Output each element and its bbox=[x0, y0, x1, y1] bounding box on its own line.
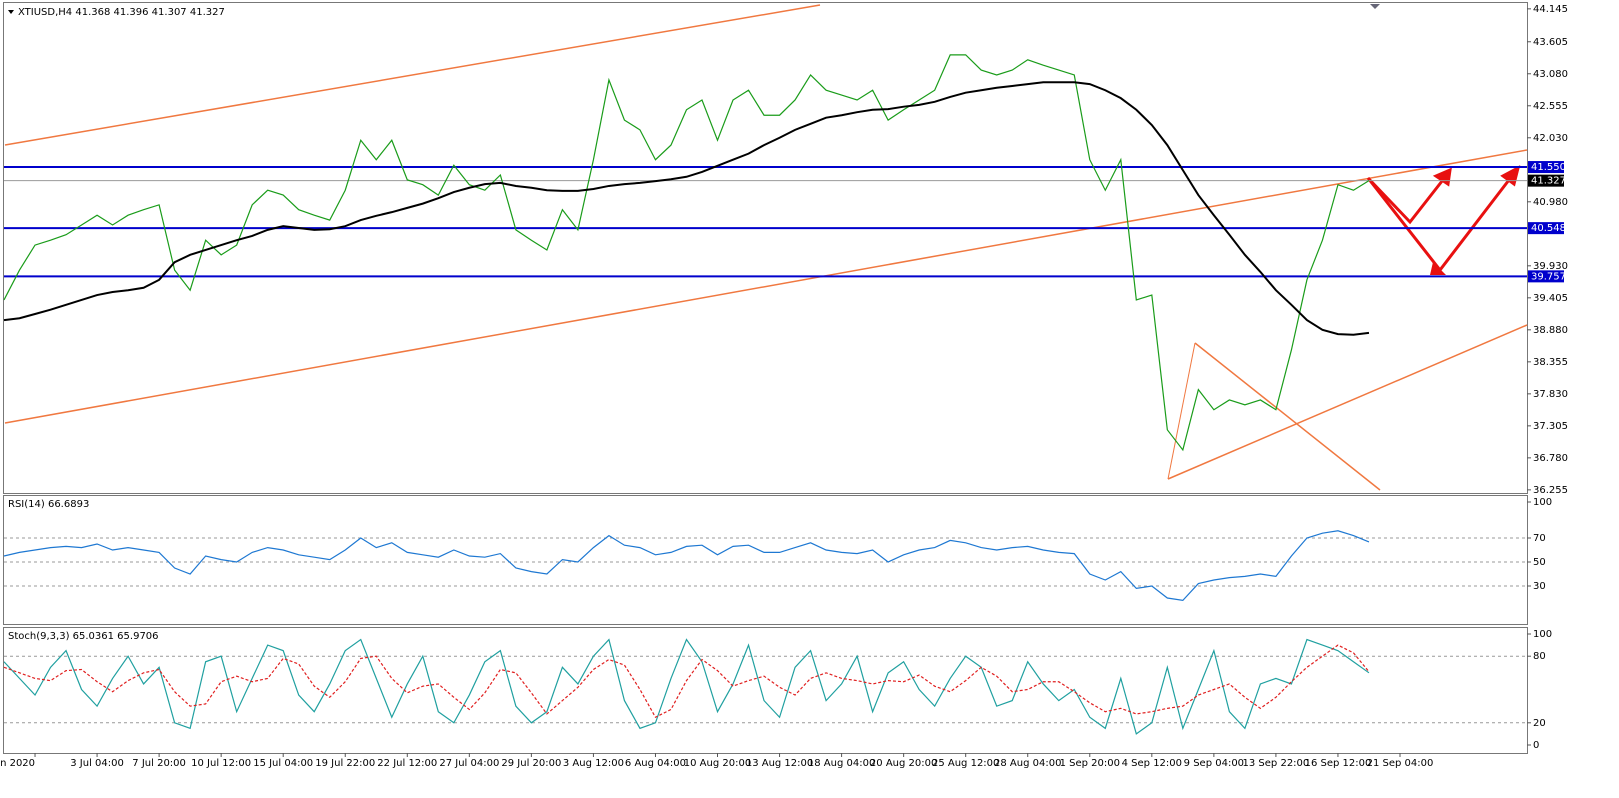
arrowhead bbox=[1430, 262, 1446, 275]
x-tick-label: 6 Aug 04:00 bbox=[625, 758, 686, 769]
x-tick-label: 29 Jul 20:00 bbox=[501, 758, 561, 769]
y-tick-label: 38.880 bbox=[1533, 325, 1568, 336]
x-tick-label: 3 Jul 04:00 bbox=[70, 758, 124, 769]
x-tick-label: 27 Jul 04:00 bbox=[439, 758, 499, 769]
y-tick-label: 30 bbox=[1533, 581, 1546, 592]
title-marker bbox=[8, 10, 14, 14]
x-tick-label: 10 Aug 20:00 bbox=[684, 758, 751, 769]
trend-line bbox=[1194, 342, 1381, 491]
series-line bbox=[3, 81, 1370, 336]
x-tick-label: 1 Sep 20:00 bbox=[1060, 758, 1120, 769]
x-tick-label: 25 Aug 12:00 bbox=[932, 758, 999, 769]
x-tick-label: 4 Sep 12:00 bbox=[1122, 758, 1182, 769]
y-tick-label: 20 bbox=[1533, 718, 1546, 729]
series-line bbox=[3, 644, 1370, 719]
x-tick-label: 21 Sep 04:00 bbox=[1367, 758, 1434, 769]
x-tick-label: 13 Sep 22:00 bbox=[1243, 758, 1310, 769]
y-tick-label: 38.355 bbox=[1533, 357, 1568, 368]
level-label-bg bbox=[1528, 222, 1564, 235]
x-tick-label: 15 Jul 04:00 bbox=[253, 758, 313, 769]
arrow-path bbox=[1366, 175, 1448, 225]
x-tick-label: 18 Aug 04:00 bbox=[808, 758, 875, 769]
x-tick-label: 16 Sep 12:00 bbox=[1305, 758, 1372, 769]
main-panel bbox=[3, 2, 1528, 494]
y-tick-label: 100 bbox=[1533, 497, 1552, 508]
trend-line bbox=[4, 149, 1528, 424]
chart-title: XTIUSD,H4 41.368 41.396 41.307 41.327 bbox=[18, 7, 225, 18]
x-tick-label: 22 Jul 12:00 bbox=[377, 758, 437, 769]
arrows bbox=[1366, 165, 1521, 275]
x-tick-label: 20 Aug 20:00 bbox=[870, 758, 937, 769]
y-tick-label: 100 bbox=[1533, 629, 1552, 640]
stoch-panel bbox=[3, 627, 1528, 754]
series-line bbox=[3, 54, 1370, 452]
level-label: 39.757 bbox=[1531, 271, 1566, 282]
y-tick-label: 80 bbox=[1533, 651, 1546, 662]
shift-marker bbox=[1370, 4, 1380, 9]
trend-line bbox=[1167, 342, 1196, 480]
level-label: 40.548 bbox=[1531, 223, 1566, 234]
stoch-title: Stoch(9,3,3) 65.0361 65.9706 bbox=[8, 631, 159, 642]
level-label-bg bbox=[1528, 161, 1564, 174]
y-tick-label: 36.780 bbox=[1533, 453, 1568, 464]
x-tick-label: 10 Jul 12:00 bbox=[191, 758, 251, 769]
series-line bbox=[3, 638, 1370, 735]
level-label-bg bbox=[1528, 270, 1564, 283]
level-label-bg bbox=[1528, 174, 1564, 187]
x-tick-label: 19 Jul 22:00 bbox=[315, 758, 375, 769]
y-tick-label: 39.930 bbox=[1533, 261, 1568, 272]
y-tick-label: 50 bbox=[1533, 557, 1546, 568]
rsi-panel bbox=[3, 495, 1528, 625]
y-tick-label: 70 bbox=[1533, 533, 1546, 544]
y-tick-label: 39.405 bbox=[1533, 293, 1568, 304]
y-tick-label: 37.305 bbox=[1533, 421, 1568, 432]
y-tick-label: 36.255 bbox=[1533, 485, 1568, 496]
x-tick-label: 7 Jul 20:00 bbox=[132, 758, 186, 769]
y-tick-label: 0 bbox=[1533, 740, 1539, 751]
arrowhead bbox=[1500, 165, 1521, 187]
trend-line bbox=[1167, 324, 1528, 480]
level-label: 41.550 bbox=[1531, 162, 1566, 173]
y-tick-label: 43.080 bbox=[1533, 69, 1568, 80]
x-tick-label: 3 Aug 12:00 bbox=[563, 758, 624, 769]
trend-line bbox=[4, 4, 821, 146]
drawings bbox=[4, 4, 1528, 491]
y-tick-label: 40.980 bbox=[1533, 197, 1568, 208]
x-tick-label: 28 Aug 04:00 bbox=[994, 758, 1061, 769]
x-tick-label: 13 Aug 12:00 bbox=[746, 758, 813, 769]
y-tick-label: 42.555 bbox=[1533, 101, 1568, 112]
y-tick-label: 44.145 bbox=[1533, 4, 1568, 15]
rsi-title: RSI(14) 66.6893 bbox=[8, 499, 89, 510]
y-tick-label: 37.830 bbox=[1533, 389, 1568, 400]
y-tick-label: 43.605 bbox=[1533, 37, 1568, 48]
x-tick-label: 9 Sep 04:00 bbox=[1184, 758, 1244, 769]
level-label: 41.327 bbox=[1531, 176, 1566, 187]
x-tick-label: 30 Jun 2020 bbox=[0, 758, 35, 769]
y-tick-label: 42.030 bbox=[1533, 133, 1568, 144]
series-line bbox=[3, 530, 1370, 602]
